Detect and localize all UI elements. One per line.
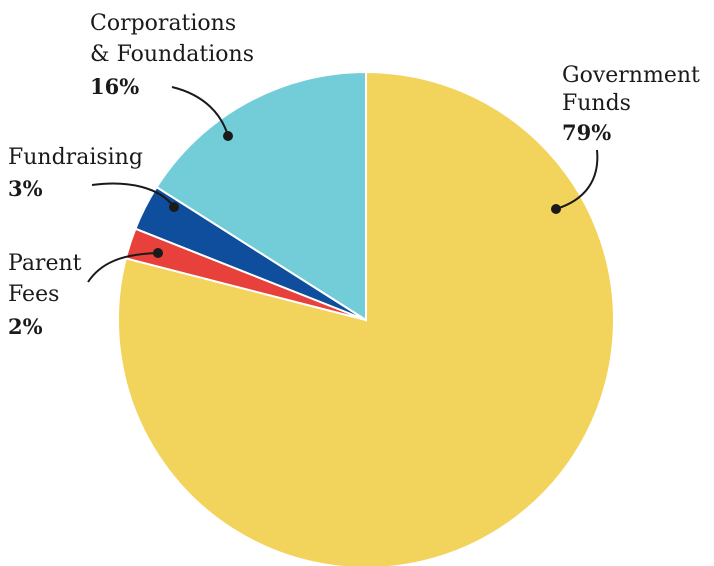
fundraising-name: Fundraising xyxy=(8,145,143,170)
pie-slices xyxy=(117,70,615,566)
fundraising-percent: 3% xyxy=(8,176,43,201)
government-funds-percent: 79% xyxy=(562,120,611,145)
corporations-name-line-1: Corporations xyxy=(90,11,236,36)
parent-fees-leader-line xyxy=(87,252,159,283)
fundraising-leader-dot xyxy=(169,202,179,212)
label-government-funds: Government Funds 79% xyxy=(551,63,700,214)
corporations-leader-line xyxy=(171,86,229,137)
government-funds-name-line-1: Government xyxy=(562,63,700,88)
label-fundraising: Fundraising 3% xyxy=(8,145,179,212)
corporations-leader-dot xyxy=(223,131,233,141)
parent-fees-name-line-2: Fees xyxy=(8,282,59,307)
corporations-name-line-2: & Foundations xyxy=(90,42,254,67)
pie-slice-government-funds xyxy=(117,70,615,566)
corporations-percent: 16% xyxy=(90,74,139,99)
parent-fees-name-line-1: Parent xyxy=(8,251,82,276)
government-funds-leader-line xyxy=(555,149,599,210)
parent-fees-leader-dot xyxy=(153,248,163,258)
parent-fees-percent: 2% xyxy=(8,314,43,339)
label-parent-fees: Parent Fees 2% xyxy=(8,248,163,339)
pie-slice-corporations-foundations xyxy=(155,70,367,322)
fundraising-leader-line xyxy=(91,182,175,208)
government-funds-leader-dot xyxy=(551,204,561,214)
government-funds-name-line-2: Funds xyxy=(562,91,631,116)
label-corporations-foundations: Corporations & Foundations 16% xyxy=(90,11,254,141)
